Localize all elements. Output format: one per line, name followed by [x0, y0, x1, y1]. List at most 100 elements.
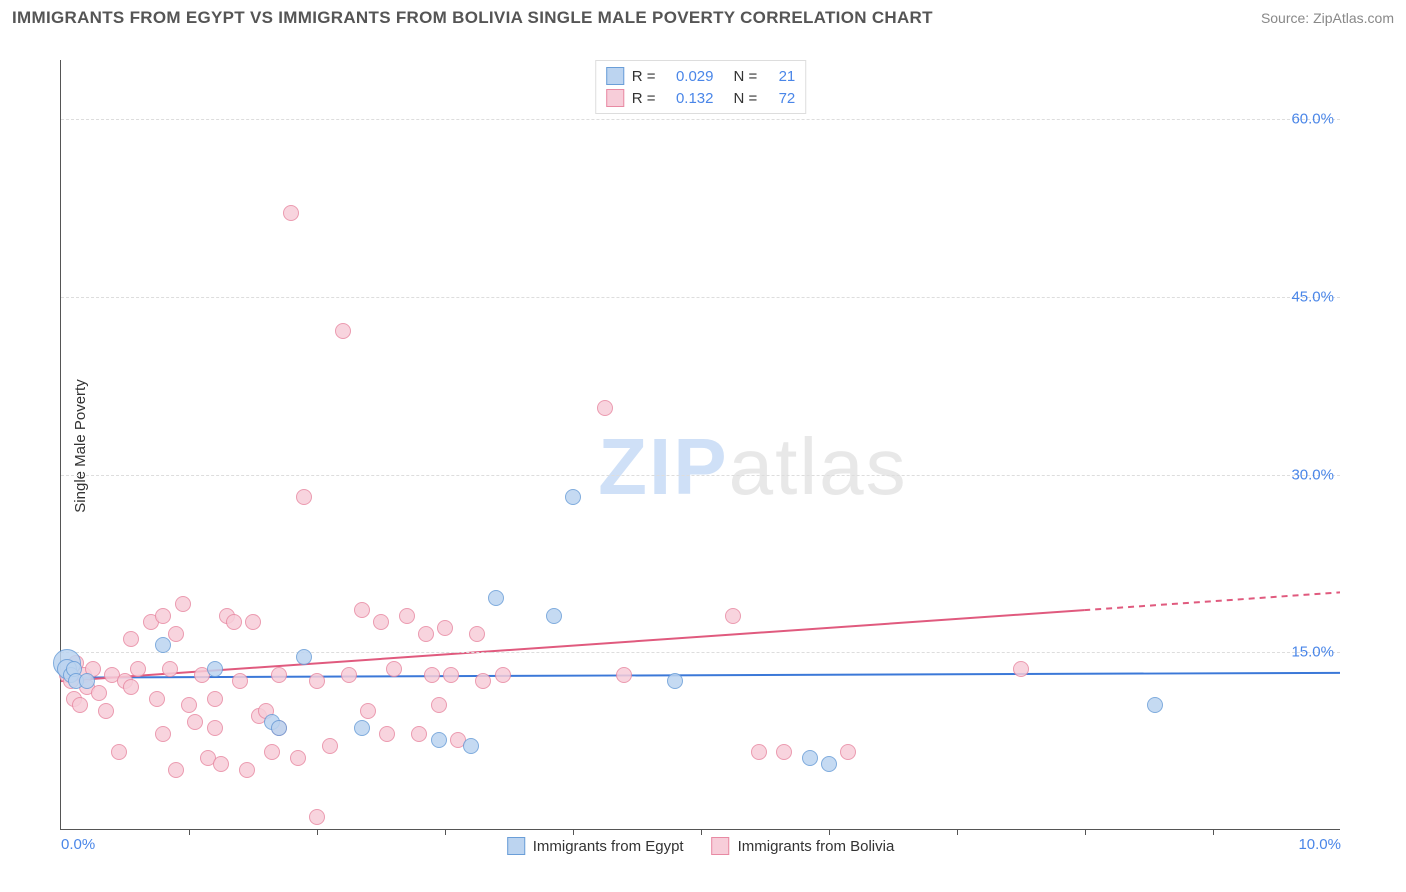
data-point-bolivia: [373, 614, 389, 630]
data-point-bolivia: [495, 667, 511, 683]
data-point-bolivia: [418, 626, 434, 642]
data-point-bolivia: [379, 726, 395, 742]
data-point-bolivia: [335, 323, 351, 339]
data-point-egypt: [1147, 697, 1163, 713]
data-point-bolivia: [399, 608, 415, 624]
r-value: 0.029: [664, 68, 714, 85]
data-point-bolivia: [443, 667, 459, 683]
data-point-bolivia: [168, 762, 184, 778]
data-point-egypt: [296, 649, 312, 665]
y-tick-label: 30.0%: [1291, 466, 1334, 483]
x-tick-mark: [189, 829, 190, 835]
watermark-zip: ZIP: [598, 422, 728, 511]
x-tick-mark: [701, 829, 702, 835]
data-point-bolivia: [1013, 661, 1029, 677]
x-tick-label: 10.0%: [1298, 836, 1341, 853]
x-tick-mark: [1085, 829, 1086, 835]
x-tick-mark: [317, 829, 318, 835]
data-point-bolivia: [123, 679, 139, 695]
data-point-bolivia: [175, 596, 191, 612]
data-point-bolivia: [840, 744, 856, 760]
trend-line-dashed-bolivia: [1084, 592, 1340, 610]
data-point-bolivia: [309, 809, 325, 825]
watermark-atlas: atlas: [729, 422, 908, 511]
watermark: ZIPatlas: [598, 421, 907, 513]
data-point-bolivia: [386, 661, 402, 677]
data-point-egypt: [488, 590, 504, 606]
r-label: R =: [632, 68, 656, 85]
data-point-bolivia: [360, 703, 376, 719]
data-point-egypt: [667, 673, 683, 689]
data-point-egypt: [271, 720, 287, 736]
legend-stat-row-egypt: R = 0.029 N = 21: [606, 65, 796, 87]
data-point-bolivia: [207, 691, 223, 707]
gridline: [61, 652, 1340, 653]
legend-label: Immigrants from Egypt: [533, 838, 684, 855]
n-value: 21: [765, 68, 795, 85]
data-point-egypt: [802, 750, 818, 766]
x-tick-mark: [957, 829, 958, 835]
x-tick-mark: [1213, 829, 1214, 835]
data-point-bolivia: [91, 685, 107, 701]
data-point-egypt: [821, 756, 837, 772]
data-point-bolivia: [264, 744, 280, 760]
r-value: 0.132: [664, 90, 714, 107]
legend-label: Immigrants from Bolivia: [738, 838, 895, 855]
data-point-bolivia: [309, 673, 325, 689]
data-point-bolivia: [296, 489, 312, 505]
legend-swatch: [606, 67, 624, 85]
y-tick-label: 60.0%: [1291, 111, 1334, 128]
y-tick-label: 15.0%: [1291, 644, 1334, 661]
data-point-bolivia: [776, 744, 792, 760]
data-point-bolivia: [111, 744, 127, 760]
data-point-bolivia: [245, 614, 261, 630]
data-point-egypt: [565, 489, 581, 505]
data-point-bolivia: [283, 205, 299, 221]
n-label: N =: [734, 68, 758, 85]
data-point-bolivia: [226, 614, 242, 630]
data-point-bolivia: [475, 673, 491, 689]
legend-swatch: [507, 837, 525, 855]
data-point-bolivia: [72, 697, 88, 713]
data-point-bolivia: [155, 726, 171, 742]
chart-header: IMMIGRANTS FROM EGYPT VS IMMIGRANTS FROM…: [12, 8, 1394, 28]
source-label: Source: ZipAtlas.com: [1261, 10, 1394, 26]
data-point-bolivia: [616, 667, 632, 683]
data-point-bolivia: [271, 667, 287, 683]
data-point-bolivia: [411, 726, 427, 742]
data-point-bolivia: [322, 738, 338, 754]
data-point-bolivia: [469, 626, 485, 642]
data-point-bolivia: [155, 608, 171, 624]
x-tick-mark: [445, 829, 446, 835]
n-label: N =: [734, 90, 758, 107]
data-point-egypt: [463, 738, 479, 754]
data-point-egypt: [155, 637, 171, 653]
legend-swatch: [712, 837, 730, 855]
data-point-bolivia: [239, 762, 255, 778]
data-point-bolivia: [341, 667, 357, 683]
data-point-bolivia: [130, 661, 146, 677]
data-point-bolivia: [354, 602, 370, 618]
x-tick-mark: [829, 829, 830, 835]
gridline: [61, 119, 1340, 120]
data-point-bolivia: [123, 631, 139, 647]
data-point-bolivia: [725, 608, 741, 624]
data-point-bolivia: [187, 714, 203, 730]
y-tick-label: 45.0%: [1291, 288, 1334, 305]
legend-item-bolivia: Immigrants from Bolivia: [712, 837, 895, 855]
legend-swatch: [606, 89, 624, 107]
gridline: [61, 297, 1340, 298]
data-point-bolivia: [207, 720, 223, 736]
data-point-bolivia: [290, 750, 306, 766]
data-point-bolivia: [597, 400, 613, 416]
data-point-egypt: [207, 661, 223, 677]
data-point-bolivia: [149, 691, 165, 707]
legend-item-egypt: Immigrants from Egypt: [507, 837, 684, 855]
data-point-egypt: [79, 673, 95, 689]
n-value: 72: [765, 90, 795, 107]
chart-title: IMMIGRANTS FROM EGYPT VS IMMIGRANTS FROM…: [12, 8, 933, 28]
data-point-bolivia: [168, 626, 184, 642]
data-point-egypt: [431, 732, 447, 748]
data-point-egypt: [354, 720, 370, 736]
x-tick-mark: [573, 829, 574, 835]
